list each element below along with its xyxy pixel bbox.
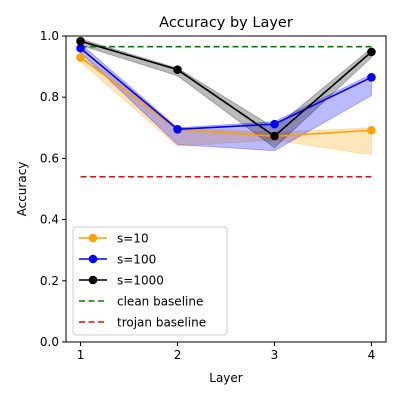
x-tick-label-1: 1 — [77, 348, 85, 362]
y-tick-label-1: 0.0 — [40, 335, 59, 349]
y-tick-label-4: 0.6 — [40, 151, 59, 165]
axes: 1 2 3 4 0.0 0.2 0.4 0.6 0.8 1.0 — [40, 29, 387, 362]
data-point-2-4 — [367, 73, 376, 82]
data-point-3-4 — [367, 47, 376, 57]
x-tick-label-4: 4 — [368, 348, 376, 362]
baseline-lines — [80, 45, 372, 178]
data-point-2-3 — [270, 119, 279, 129]
data-point-3-1 — [76, 36, 85, 46]
x-tick-label-3: 3 — [271, 348, 279, 362]
series-line-1 — [80, 56, 372, 138]
series-line-2 — [80, 47, 372, 131]
band-2 — [80, 42, 372, 152]
legend-box — [72, 226, 228, 336]
confidence-bands — [80, 38, 372, 156]
legend-label-baseline-2: trojan baseline — [117, 316, 206, 330]
data-point-1-4 — [367, 125, 376, 135]
legend-label-series-3: s=1000 — [117, 274, 164, 288]
y-tick-label-3: 0.4 — [40, 213, 59, 227]
y-tick-label-2: 0.2 — [40, 274, 59, 288]
band-3 — [80, 38, 372, 149]
legend-marker-3 — [88, 275, 98, 285]
chart-title: Accuracy by Layer — [159, 15, 293, 31]
legend: s=10 s=100 s=1000 clean baseline trojan base… — [72, 226, 228, 336]
legend-label-series-2: s=100 — [117, 253, 156, 267]
series-lines — [76, 36, 376, 141]
series-line-3 — [80, 40, 372, 138]
y-axis-label: Accuracy — [15, 162, 29, 217]
plot-frame — [65, 35, 387, 343]
data-point-2-1 — [76, 43, 85, 53]
y-tick-label-6: 1.0 — [40, 29, 59, 43]
legend-marker-1 — [88, 233, 98, 243]
legend-marker-2 — [88, 254, 98, 264]
y-tick-label-5: 0.8 — [40, 90, 59, 104]
legend-label-series-1: s=10 — [117, 232, 149, 246]
data-point-1-1 — [76, 53, 85, 62]
data-point-2-2 — [173, 125, 182, 134]
x-axis-label: Layer — [209, 371, 243, 385]
data-point-3-3 — [270, 131, 279, 141]
legend-label-baseline-1: clean baseline — [117, 295, 203, 309]
band-1 — [80, 52, 372, 156]
data-point-3-2 — [173, 65, 182, 74]
x-tick-label-2: 2 — [174, 348, 182, 362]
